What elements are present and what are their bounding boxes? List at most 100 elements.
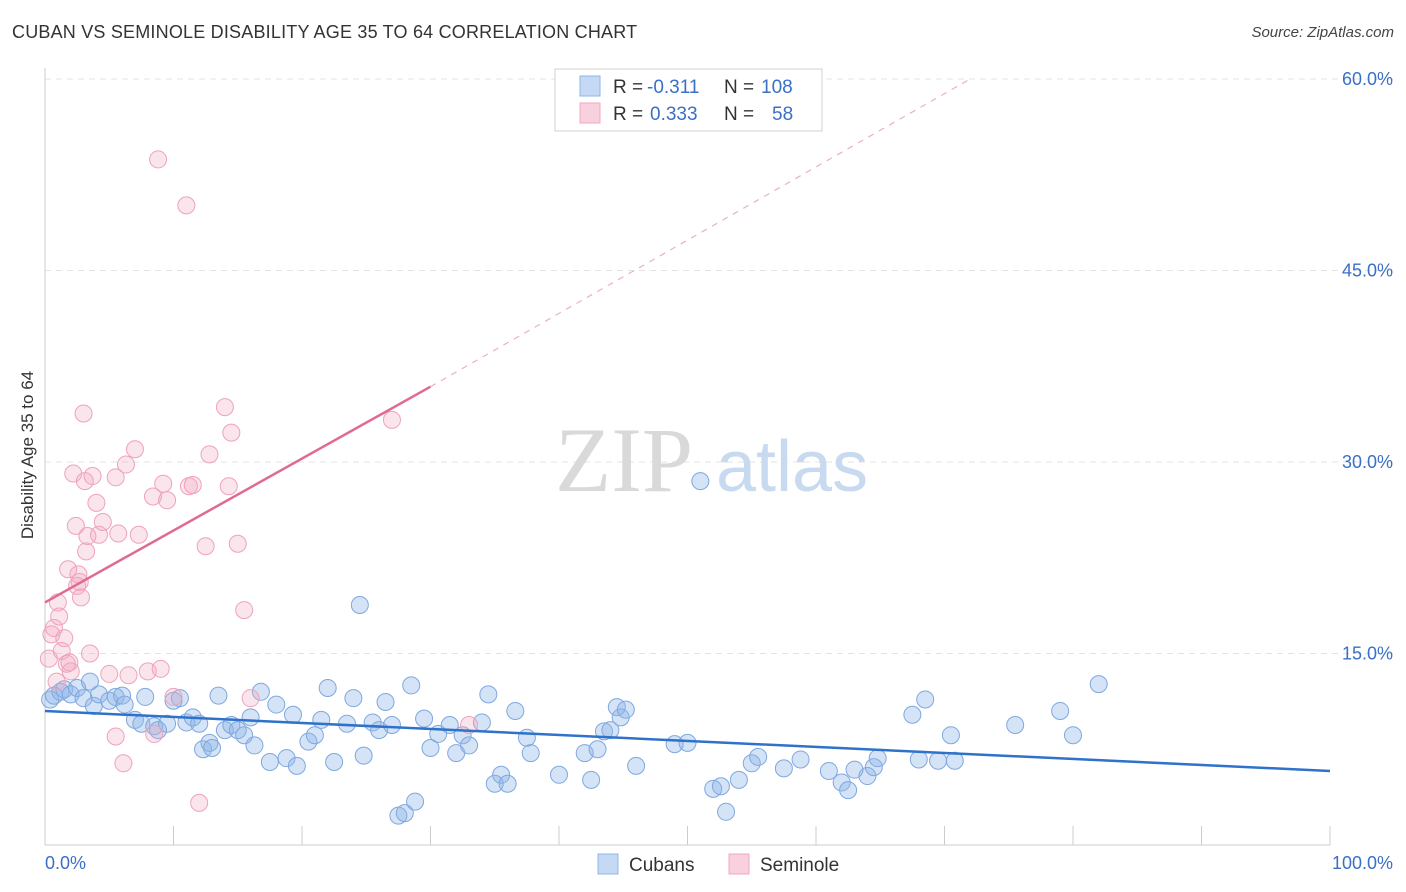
seminole-point-38 [145, 724, 164, 743]
seminole-point-44 [177, 196, 196, 215]
seminole-point-43 [164, 687, 183, 706]
cubans-point-105 [941, 726, 960, 745]
axes [44, 68, 1331, 846]
cubans-point-76 [588, 740, 607, 759]
seminole-point-53 [228, 534, 247, 553]
cubans-point-84 [678, 733, 697, 752]
cubans-point-27 [203, 738, 222, 757]
seminole-point-52 [222, 423, 241, 442]
seminole-point-55 [241, 689, 260, 708]
cubans-point-73 [550, 765, 568, 784]
cubans-point-110 [1089, 675, 1108, 694]
cubans-point-67 [485, 774, 504, 793]
seminole-point-20 [77, 542, 96, 561]
cubans-point-21 [170, 689, 189, 708]
seminole-trend-extension [430, 78, 971, 388]
seminole-point-41 [154, 474, 173, 493]
cubans-point-11 [106, 687, 125, 706]
watermark-zip: ZIP [555, 409, 693, 511]
seminole-point-40 [151, 659, 170, 678]
cubans-point-52 [376, 693, 395, 712]
seminole-r-value: 0.333 [650, 104, 698, 125]
seminole-point-24 [87, 493, 106, 512]
bottom-legend: Cubans Seminole [597, 853, 839, 876]
cubans-point-104 [929, 751, 948, 770]
cubans-point-37 [267, 695, 286, 714]
cubans-point-108 [1051, 701, 1070, 720]
cubans-point-98 [858, 767, 877, 786]
cubans-point-68 [492, 765, 511, 784]
y-axis-label: Disability Age 35 to 64 [18, 371, 37, 539]
cubans-point-81 [616, 700, 635, 719]
stats-legend-box: R = -0.311 N = 108 R = 0.333 N = 58 [554, 68, 823, 132]
seminole-point-39 [149, 150, 168, 169]
seminole-point-17 [71, 588, 90, 607]
cubans-point-66 [479, 685, 498, 704]
seminole-point-21 [78, 527, 97, 546]
cubans-point-64 [460, 736, 479, 755]
seminole-point-49 [200, 445, 219, 464]
cubans-point-16 [136, 687, 155, 706]
cubans-n-label: N = [724, 77, 754, 98]
cubans-points [41, 472, 1108, 825]
cubans-point-28 [209, 686, 228, 705]
seminole-point-50 [215, 398, 234, 417]
legend-seminole-label: Seminole [760, 855, 839, 876]
seminole-point-26 [93, 513, 112, 532]
watermark: ZIP atlas [555, 409, 868, 511]
cubans-point-103 [916, 690, 935, 709]
seminole-point-18 [74, 404, 93, 423]
cubans-point-35 [251, 682, 270, 701]
cubans-point-7 [80, 672, 99, 691]
cubans-trend-line [44, 709, 1331, 773]
cubans-point-94 [819, 761, 838, 780]
cubans-point-34 [245, 736, 264, 755]
cubans-point-109 [1064, 726, 1082, 745]
cubans-point-75 [582, 770, 601, 789]
seminole-point-54 [235, 601, 254, 620]
seminole-point-37 [143, 487, 162, 506]
legend-cubans-label: Cubans [629, 855, 695, 876]
cubans-point-42 [305, 726, 324, 745]
seminole-point-5 [50, 607, 69, 626]
cubans-point-89 [729, 770, 748, 789]
cubans-point-56 [402, 676, 421, 695]
cubans-point-57 [406, 792, 425, 811]
cubans-point-33 [241, 708, 260, 727]
cubans-swatch [579, 75, 601, 97]
legend-cubans-swatch [597, 853, 619, 875]
y-tick-label-1: 30.0% [1342, 452, 1393, 472]
chart-title: CUBAN VS SEMINOLE DISABILITY AGE 35 TO 6… [12, 22, 638, 42]
seminole-point-48 [196, 537, 215, 556]
cubans-point-93 [791, 750, 810, 769]
cubans-point-44 [318, 678, 337, 697]
cubans-point-71 [517, 728, 536, 747]
seminole-point-23 [83, 467, 102, 486]
seminole-point-51 [219, 477, 238, 496]
y-tick-label-3: 60.0% [1342, 69, 1393, 89]
x-tick-label-max: 100.0% [1332, 853, 1393, 873]
cubans-point-72 [521, 744, 540, 763]
cubans-point-13 [115, 695, 134, 714]
seminole-point-57 [460, 715, 479, 734]
seminole-point-46 [183, 475, 202, 494]
seminole-points [39, 150, 479, 812]
seminole-point-29 [106, 468, 125, 487]
seminole-point-22 [80, 644, 99, 663]
y-tick-label-0: 15.0% [1342, 644, 1393, 664]
cubans-r-label: R = [613, 77, 643, 98]
cubans-point-6 [74, 689, 93, 708]
cubans-point-91 [749, 747, 768, 766]
cubans-point-82 [627, 756, 646, 775]
seminole-point-7 [55, 629, 74, 648]
cubans-point-70 [506, 701, 525, 720]
cubans-point-59 [421, 738, 440, 757]
cubans-point-19 [158, 714, 177, 733]
seminole-point-3 [47, 672, 66, 691]
tick-labels: 15.0% 30.0% 45.0% 60.0% 0.0% 100.0% [45, 69, 1393, 873]
watermark-atlas: atlas [716, 427, 868, 507]
seminole-point-31 [114, 754, 133, 773]
cubans-point-49 [354, 746, 373, 765]
seminole-point-9 [59, 560, 78, 579]
